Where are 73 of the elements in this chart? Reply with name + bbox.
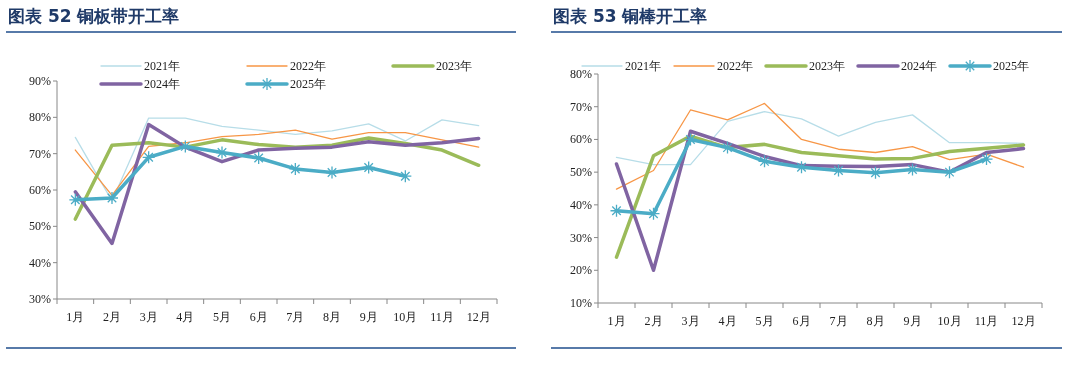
y-tick-label: 40%	[29, 255, 51, 270]
x-tick-label: 10月	[393, 310, 418, 324]
point	[905, 162, 920, 177]
legend-label: 2022年	[290, 59, 326, 73]
x-tick-label: 11月	[430, 310, 454, 324]
legend-label: 2025年	[290, 77, 326, 91]
x-tick-label: 6月	[249, 310, 268, 324]
x-tick-label: 10月	[937, 314, 962, 328]
y-tick-label: 60%	[570, 132, 592, 147]
x-tick-label: 8月	[866, 314, 885, 328]
x-tick-label: 4月	[718, 314, 737, 328]
point	[142, 150, 156, 164]
x-tick-label: 3月	[139, 310, 158, 324]
point	[325, 165, 339, 180]
line-series	[74, 129, 480, 197]
x-tick-label: 3月	[681, 314, 700, 328]
x-tick-label: 4月	[176, 310, 195, 324]
point	[105, 191, 119, 205]
legend-label: 2021年	[625, 59, 661, 73]
point	[288, 162, 302, 176]
chart-title: 图表 53 铜棒开工率	[553, 6, 708, 26]
y-tick-label: 80%	[29, 110, 51, 125]
x-tick-label: 6月	[792, 314, 811, 328]
point	[683, 132, 698, 147]
x-tick-label: 12月	[466, 310, 491, 324]
point	[252, 151, 266, 165]
point	[178, 139, 192, 154]
y-tick-label: 10%	[570, 296, 592, 310]
legend-label: 2023年	[436, 59, 472, 73]
x-tick-label: 7月	[286, 310, 305, 324]
x-tick-label: 9月	[359, 310, 378, 324]
y-tick-label: 60%	[29, 183, 51, 197]
y-tick-label: 70%	[29, 146, 51, 161]
y-tick-label: 70%	[570, 99, 592, 114]
legend-label: 2023年	[809, 59, 845, 73]
point	[868, 166, 883, 180]
legend-label: 2022年	[717, 59, 753, 73]
x-tick-label: 8月	[323, 310, 341, 324]
point	[979, 152, 994, 166]
x-tick-label: 2月	[103, 310, 121, 324]
point	[362, 160, 376, 175]
point	[646, 207, 661, 221]
chart-title: 图表 52 铜板带开工率	[8, 6, 180, 26]
legend-label: 2024年	[144, 77, 180, 91]
x-tick-label: 5月	[755, 314, 774, 328]
point	[831, 163, 846, 178]
x-tick-label: 11月	[974, 314, 999, 328]
point	[720, 140, 735, 155]
y-tick-label: 80%	[570, 67, 592, 81]
point	[215, 145, 229, 160]
y-tick-label: 20%	[570, 263, 592, 278]
legend-label: 2025年	[993, 59, 1029, 73]
line-series	[73, 122, 481, 246]
point	[609, 204, 624, 218]
point	[398, 169, 412, 183]
y-tick-label: 50%	[570, 165, 592, 180]
legend-label: 2024年	[901, 59, 937, 73]
x-tick-label: 1月	[66, 310, 85, 324]
y-tick-label: 40%	[570, 197, 592, 212]
x-tick-label: 1月	[607, 314, 626, 328]
x-tick-label: 7月	[829, 314, 848, 328]
x-tick-label: 12月	[1011, 314, 1036, 328]
point	[757, 154, 772, 168]
x-tick-label: 2月	[644, 314, 663, 328]
y-tick-label: 30%	[29, 292, 51, 306]
line-series	[615, 102, 1025, 190]
y-tick-label: 90%	[29, 74, 51, 88]
x-tick-label: 9月	[903, 314, 922, 328]
legend-label: 2021年	[144, 59, 180, 73]
y-tick-label: 50%	[29, 219, 51, 234]
x-tick-label: 5月	[213, 310, 231, 324]
point	[68, 193, 82, 207]
y-tick-label: 30%	[570, 230, 592, 245]
